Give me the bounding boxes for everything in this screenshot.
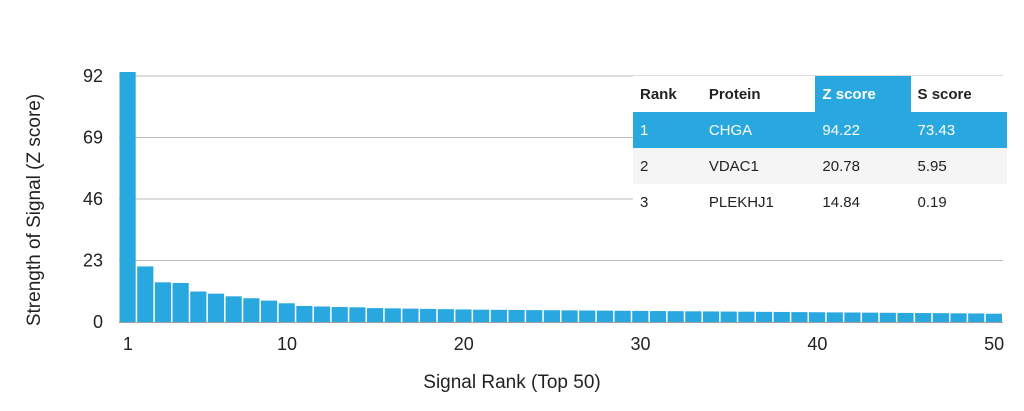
table-row: 2 VDAC1 20.78 5.95 [633,148,1007,184]
bar [773,311,790,322]
bar [844,312,861,322]
bar [879,312,896,322]
x-tick-labels: 1 10 20 30 40 50 [123,334,1004,354]
bar [596,310,614,322]
bar [490,309,507,322]
bar [826,312,843,322]
y-tick-label: 46 [83,189,103,209]
bar [172,282,189,322]
bar [349,307,366,322]
bar [667,311,684,322]
bar [685,311,702,322]
bars [119,72,1002,322]
bar [420,308,437,322]
x-axis-title: Signal Rank (Top 50) [423,372,600,393]
bar [985,313,1002,322]
bar [402,308,419,322]
bar [632,310,649,322]
cell-protein: PLEKHJ1 [701,184,816,220]
top-proteins-table: Rank Protein Z score S score 1 CHGA 94.2… [633,76,1007,220]
header-rank: Rank [633,76,702,112]
bar [579,310,596,322]
bar [950,313,967,322]
bar [313,306,331,322]
bar [260,300,278,322]
bar [508,309,525,322]
x-tick-label: 40 [807,334,827,354]
bar [561,310,578,322]
bar [968,313,985,322]
bar [614,310,631,322]
bar [384,308,401,322]
header-s-score: S score [910,76,1007,112]
bar [154,282,172,322]
bar [137,266,154,322]
bar [190,291,207,322]
bar [862,312,879,322]
table-header-row: Rank Protein Z score S score [633,76,1007,112]
table-row: 3 PLEKHJ1 14.84 0.19 [633,184,1007,220]
bar [526,310,543,322]
cell-s-score: 0.19 [910,184,1007,220]
bar [809,312,826,322]
cell-protein: VDAC1 [701,148,816,184]
cell-z-score: 14.84 [815,184,911,220]
bar [331,307,348,322]
bar [278,303,295,322]
bar [119,72,136,322]
x-tick-label: 1 [123,334,133,354]
x-tick-label: 30 [631,334,651,354]
bar [455,309,472,322]
bar [915,313,932,322]
bar [296,305,313,322]
y-tick-label: 0 [93,312,103,332]
bar [243,298,260,322]
x-tick-label: 20 [454,334,474,354]
bar [225,296,242,322]
bar [543,310,560,322]
cell-z-score: 20.78 [815,148,911,184]
y-tick-label: 23 [83,251,103,271]
bar [755,311,773,322]
y-tick-labels: 0 23 46 69 92 [83,66,103,332]
y-tick-label: 92 [83,66,103,86]
cell-rank: 1 [633,112,702,148]
table-row: 1 CHGA 94.22 73.43 [633,112,1007,148]
x-tick-label: 50 [984,334,1004,354]
bar [649,311,667,322]
bar [897,312,914,322]
cell-s-score: 5.95 [910,148,1007,184]
x-tick-label: 10 [277,334,297,354]
y-tick-label: 69 [83,128,103,148]
header-z-score: Z score [815,76,911,112]
bar [720,311,737,322]
cell-rank: 3 [633,184,702,220]
header-protein: Protein [701,76,816,112]
cell-rank: 2 [633,148,702,184]
bar [473,309,490,322]
bar [738,311,755,322]
cell-s-score: 73.43 [910,112,1007,148]
bar [702,311,720,322]
bar [932,313,949,322]
bar [791,312,808,322]
bar [367,308,384,322]
bar [207,293,225,322]
y-axis-title: Strength of Signal (Z score) [24,94,45,326]
bar [437,309,454,322]
cell-z-score: 94.22 [815,112,911,148]
cell-protein: CHGA [701,112,816,148]
